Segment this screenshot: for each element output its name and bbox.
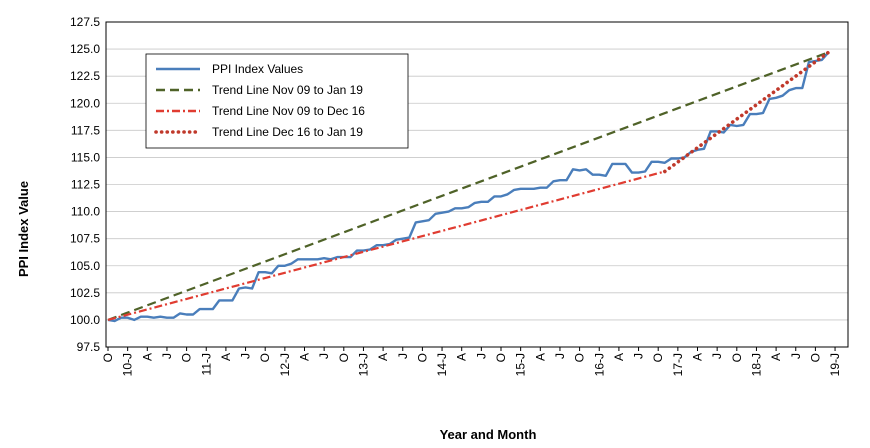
legend-label: PPI Index Values xyxy=(212,62,303,76)
x-tick-label: O xyxy=(494,353,508,362)
x-tick-label: O xyxy=(808,353,822,362)
y-tick-label: 97.5 xyxy=(77,340,101,354)
x-axis-title: Year and Month xyxy=(440,427,537,442)
series-line-1 xyxy=(107,51,830,323)
x-tick-label: 10-J xyxy=(121,353,135,376)
y-tick-label: 127.5 xyxy=(70,15,100,29)
x-tick-label: A xyxy=(691,353,705,361)
series-group xyxy=(107,50,831,323)
y-tick-label: 100.0 xyxy=(70,313,100,327)
y-axis-title: PPI Index Value xyxy=(16,181,31,277)
x-axis-ticks: O 10-J A J O 11-J A J O 12-J A J O 13-J A J O 14-J A J O 15-J… xyxy=(101,347,842,376)
legend: PPI Index Values Trend Line Nov 09 to Jan… xyxy=(145,53,409,149)
series-line-3 xyxy=(107,170,666,321)
plot-area-border xyxy=(105,21,849,348)
x-tick-label: 17-J xyxy=(671,353,685,376)
x-tick-label: 13-J xyxy=(356,353,370,376)
y-tick-label: 110.0 xyxy=(71,205,100,219)
legend-label: Trend Line Nov 09 to Jan 19 xyxy=(212,83,363,97)
x-tick-label: J xyxy=(396,353,410,359)
y-tick-label: 102.5 xyxy=(70,286,100,300)
legend-label: Trend Line Dec 16 to Jan 19 xyxy=(212,125,363,139)
y-tick-label: 120.0 xyxy=(70,96,100,110)
x-tick-label: J xyxy=(317,353,331,359)
x-tick-label: O xyxy=(651,353,665,362)
series-line-2 xyxy=(107,51,829,321)
gridlines xyxy=(106,48,848,321)
x-tick-label: 15-J xyxy=(514,353,528,376)
x-tick-label: O xyxy=(730,353,744,362)
series-line-4 xyxy=(662,50,831,174)
y-tick-label: 115.0 xyxy=(71,150,100,164)
x-tick-label: 11-J xyxy=(199,353,213,375)
x-tick-label: O xyxy=(258,353,272,362)
x-tick-label: A xyxy=(219,353,233,361)
x-tick-label: O xyxy=(573,353,587,362)
x-tick-label: A xyxy=(612,353,626,361)
x-tick-label: J xyxy=(160,353,174,359)
y-tick-label: 112.5 xyxy=(71,178,100,192)
x-tick-label: O xyxy=(337,353,351,362)
x-tick-label: A xyxy=(455,353,469,361)
y-axis-ticks: 97.5 100.0 102.5 105.0 107.5 110.0 112.5 115.0 1… xyxy=(70,15,100,354)
x-tick-label: 16-J xyxy=(592,353,606,376)
x-tick-label: O xyxy=(415,353,429,362)
y-tick-label: 122.5 xyxy=(70,69,100,83)
y-tick-label: 107.5 xyxy=(70,232,100,246)
x-tick-label: A xyxy=(298,353,312,361)
x-tick-label: 14-J xyxy=(435,353,449,376)
y-tick-label: 125.0 xyxy=(70,42,100,56)
legend-label: Trend Line Nov 09 to Dec 16 xyxy=(212,104,365,118)
x-tick-label: J xyxy=(553,353,567,359)
x-tick-label: A xyxy=(533,353,547,361)
x-tick-label: J xyxy=(239,353,253,359)
x-tick-label: 19-J xyxy=(828,353,842,376)
x-tick-label: J xyxy=(632,353,646,359)
x-tick-label: 12-J xyxy=(278,353,292,376)
y-tick-label: 117.5 xyxy=(71,123,100,137)
x-tick-label: O xyxy=(101,353,115,362)
x-tick-label: J xyxy=(789,353,803,359)
y-tick-label: 105.0 xyxy=(70,259,100,273)
x-tick-label: A xyxy=(376,353,390,361)
x-tick-label: J xyxy=(710,353,724,359)
x-tick-label: O xyxy=(180,353,194,362)
x-tick-label: A xyxy=(769,353,783,361)
x-tick-label: 18-J xyxy=(749,353,763,376)
x-tick-label: J xyxy=(474,353,488,359)
x-tick-label: A xyxy=(140,353,154,361)
